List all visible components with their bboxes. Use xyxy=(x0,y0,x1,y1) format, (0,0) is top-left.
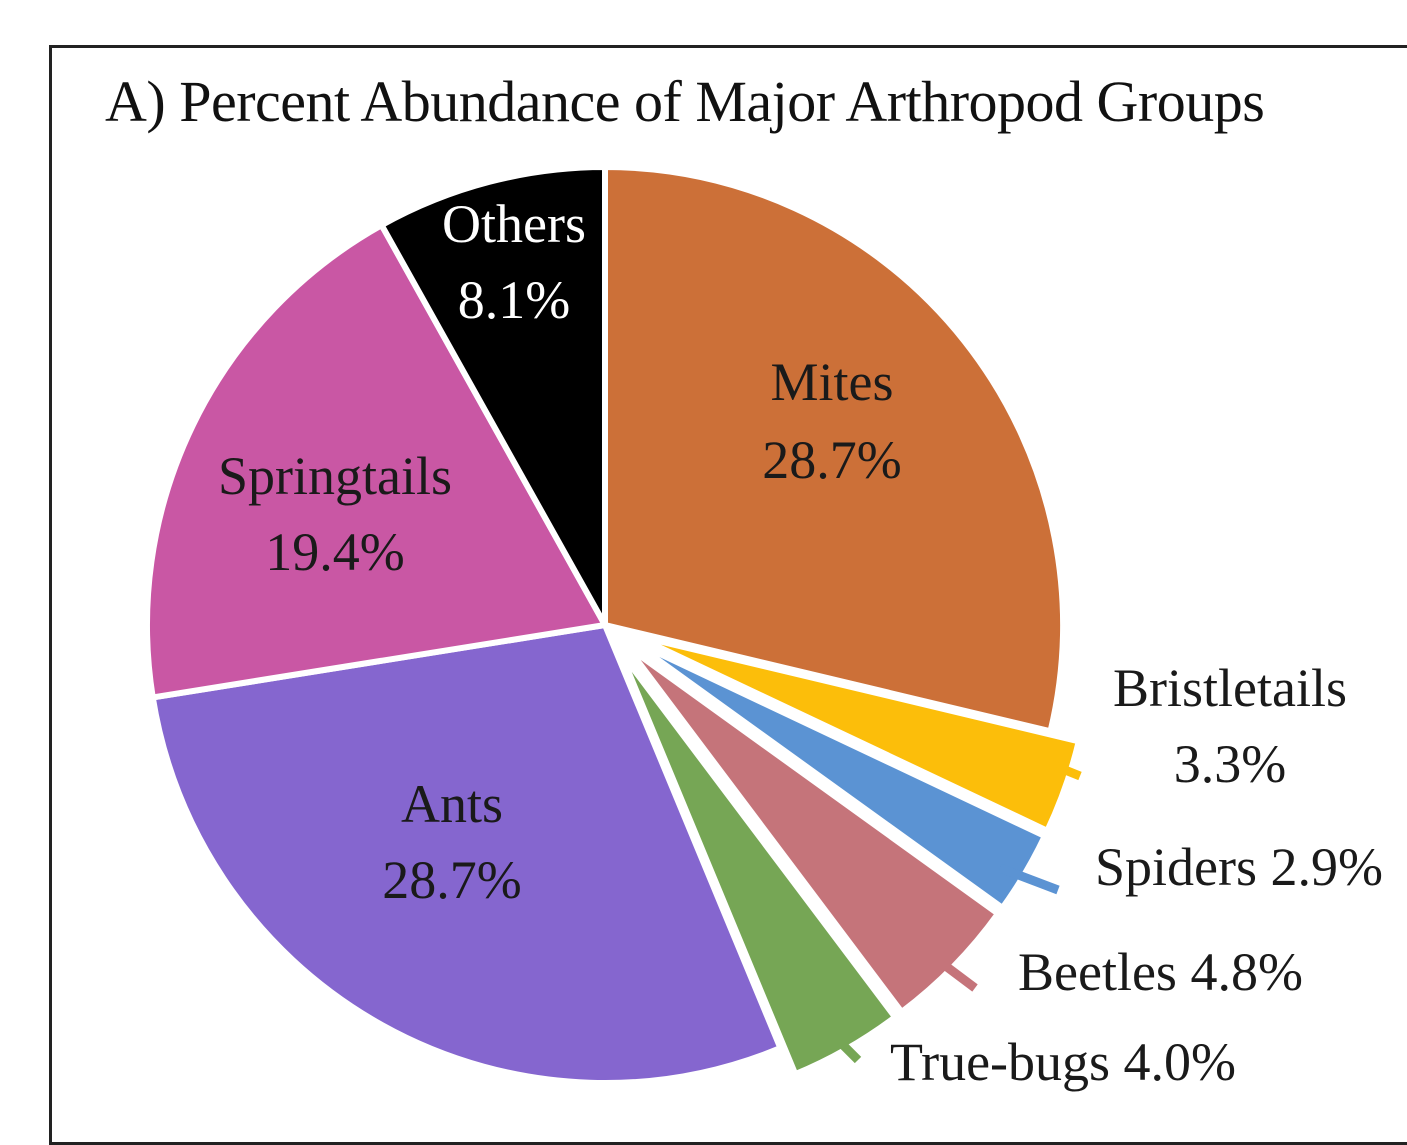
slice-label-spiders: Spiders 2.9% xyxy=(1095,837,1383,897)
pie-slice-springtails xyxy=(144,222,608,701)
slice-label-ants-value: 28.7% xyxy=(382,850,521,910)
leader-line-true-bugs xyxy=(824,1026,862,1064)
slice-label-mites-value: 28.7% xyxy=(762,430,901,490)
chart-title: A) Percent Abundance of Major Arthropod … xyxy=(105,69,1265,134)
slice-label-mites-name: Mites xyxy=(770,352,893,412)
pie-slice-ants xyxy=(149,622,784,1086)
slice-label-true-bugs: True-bugs 4.0% xyxy=(890,1032,1236,1092)
leader-line-spiders xyxy=(998,863,1060,895)
leader-line-beetles xyxy=(932,954,978,992)
pie-slice-bristletails xyxy=(630,631,1082,834)
slice-label-springtails-value: 19.4% xyxy=(265,522,404,582)
slice-label-ants-name: Ants xyxy=(401,774,503,834)
slice-label-others-name: Others xyxy=(442,194,586,254)
pie-slice-mites xyxy=(602,164,1066,735)
slice-label-bristletails-value: 3.3% xyxy=(1174,734,1286,794)
pie-slices xyxy=(144,164,1082,1086)
leader-line-bristletails xyxy=(1048,759,1082,781)
slice-label-others-value: 8.1% xyxy=(458,270,570,330)
pie-leader-lines xyxy=(824,759,1082,1064)
slice-label-springtails-name: Springtails xyxy=(218,446,452,506)
pie-slice-others xyxy=(378,164,608,628)
slice-label-beetles: Beetles 4.8% xyxy=(1018,942,1303,1002)
slice-label-bristletails-name: Bristletails xyxy=(1113,658,1347,718)
pie-labels: Mites 28.7% Bristletails 3.3% Spiders 2.9% Be… xyxy=(218,194,1383,1092)
